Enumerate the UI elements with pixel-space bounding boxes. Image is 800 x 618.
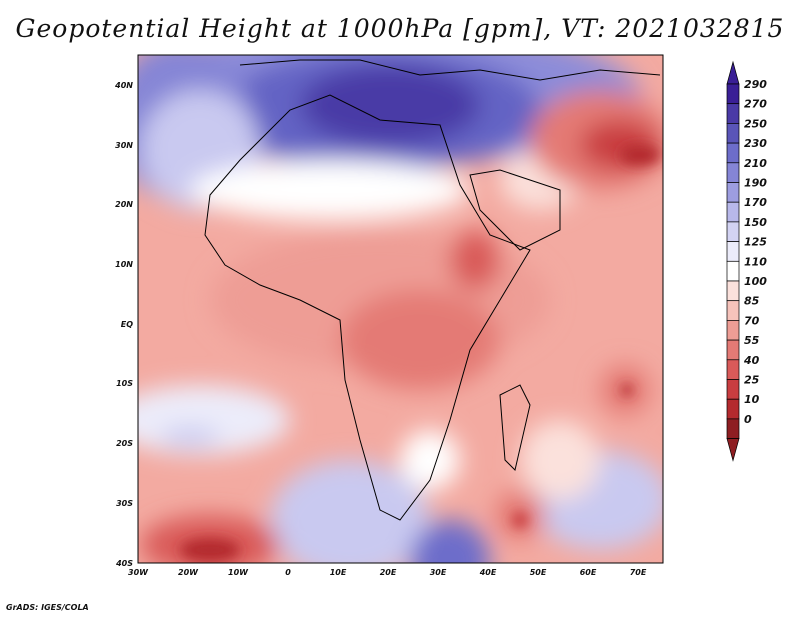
height-field: [138, 55, 663, 563]
lon-tick-label: 0: [285, 568, 291, 577]
lat-tick-label: 10N: [115, 260, 133, 269]
lat-tick-label: EQ: [121, 320, 133, 329]
lat-tick-label: 40N: [114, 81, 133, 90]
colorbar-swatch: [726, 241, 740, 262]
lon-tick-label: 40E: [479, 568, 497, 577]
lat-tick-label: 20S: [116, 439, 133, 448]
lon-tick-label: 30W: [128, 568, 149, 577]
colorbar-swatch: [726, 280, 740, 302]
colorbar-label: 85: [744, 295, 760, 308]
colorbar-label: 250: [744, 117, 767, 130]
colorbar-label: 210: [744, 157, 767, 170]
colorbar-label: 125: [744, 236, 767, 249]
colorbar: 2902702502302101901701501251101008570554…: [726, 60, 767, 462]
colorbar-swatch: [726, 103, 740, 124]
colorbar-label: 170: [744, 196, 767, 209]
colorbar-label: 70: [744, 314, 760, 327]
colorbar-swatch: [726, 142, 740, 164]
lon-tick-label: 70E: [630, 568, 647, 577]
colorbar-swatch: [726, 398, 740, 420]
lon-tick-label: 30E: [430, 568, 447, 577]
colorbar-swatch: [726, 221, 740, 242]
lon-tick-label: 20W: [178, 568, 199, 577]
colorbar-swatch: [726, 162, 740, 183]
colorbar-label: 0: [744, 413, 752, 426]
lon-tick-label: 10W: [228, 568, 249, 577]
map-title: Geopotential Height at 1000hPa [gpm], VT…: [15, 14, 785, 43]
colorbar-label: 230: [744, 137, 767, 150]
lat-tick-label: 30N: [115, 141, 133, 150]
colorbar-label: 10: [744, 393, 760, 406]
colorbar-label: 290: [744, 78, 767, 91]
colorbar-label: 270: [744, 98, 767, 111]
colorbar-swatch: [726, 300, 740, 321]
lat-tick-label: 20N: [115, 200, 133, 209]
colorbar-top-arrow: [726, 60, 740, 85]
colorbar-swatch: [726, 83, 740, 105]
colorbar-swatch: [726, 359, 740, 380]
colorbar-swatch: [726, 379, 740, 400]
lat-tick-label: 10S: [116, 379, 133, 388]
colorbar-label: 40: [743, 354, 760, 367]
lon-tick-label: 20E: [380, 568, 397, 577]
colorbar-swatch: [726, 320, 740, 341]
colorbar-label: 55: [744, 334, 760, 347]
coastlines: [204, 59, 661, 521]
credit-text: GrADS: IGES/COLA: [6, 603, 89, 612]
colorbar-label: 100: [744, 275, 767, 288]
colorbar-label: 190: [744, 177, 767, 190]
colorbar-swatch: [726, 201, 740, 223]
lat-tick-label: 30S: [116, 499, 133, 508]
colorbar-label: 110: [744, 255, 767, 268]
lon-axis: 30W 20W 10W 0 10E 20E 30E 40E 50E 60E 70…: [128, 568, 647, 577]
map-frame: [137, 54, 664, 564]
lon-tick-label: 10E: [330, 568, 347, 577]
colorbar-bottom-arrow: [726, 438, 740, 462]
colorbar-swatch: [726, 182, 740, 203]
lat-axis: 40N 30N 20N 10N EQ 10S 20S 30S 40S: [114, 81, 133, 568]
colorbar-label: 25: [744, 374, 760, 387]
lat-tick-label: 40S: [115, 559, 133, 568]
colorbar-label: 150: [744, 216, 767, 229]
colorbar-swatch: [726, 260, 740, 282]
lon-tick-label: 50E: [530, 568, 547, 577]
colorbar-swatch: [726, 418, 740, 439]
colorbar-swatch: [726, 123, 740, 144]
lon-tick-label: 60E: [580, 568, 597, 577]
colorbar-swatch: [726, 339, 740, 361]
